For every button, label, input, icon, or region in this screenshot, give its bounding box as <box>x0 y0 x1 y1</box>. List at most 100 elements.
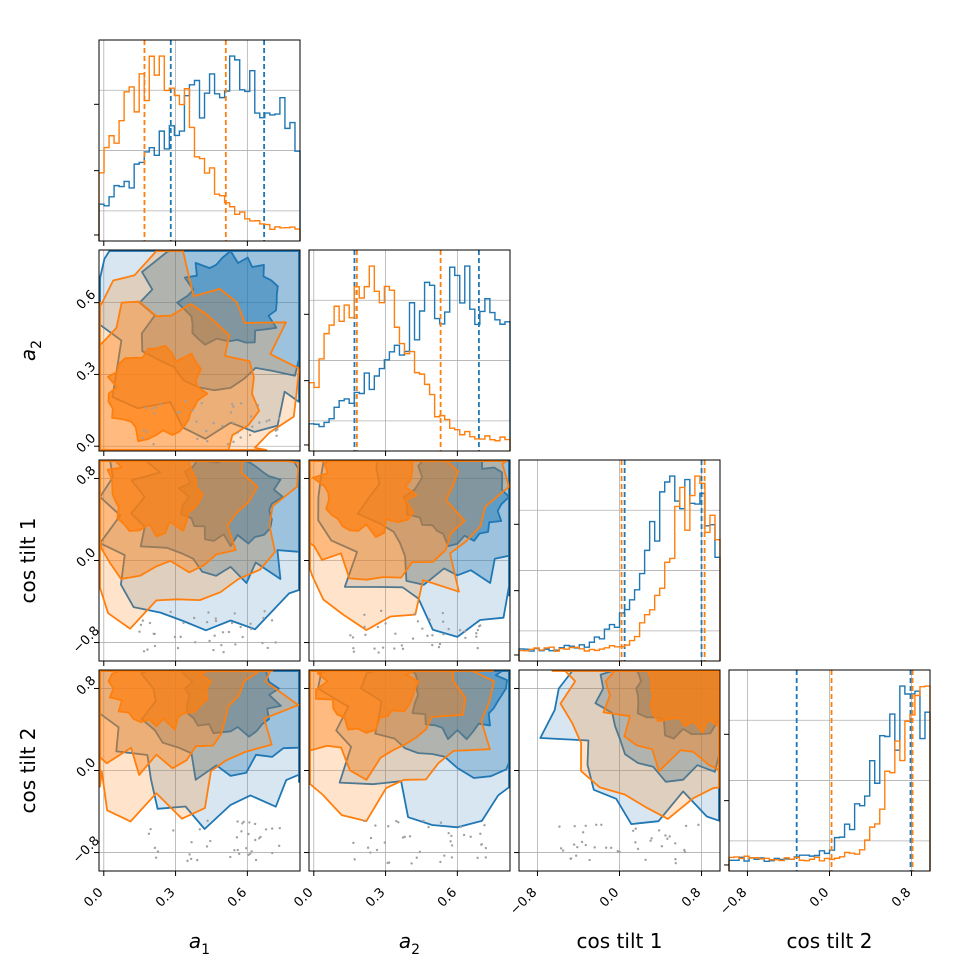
sample-point <box>205 429 208 433</box>
sample-point <box>214 617 217 620</box>
sample-point <box>574 854 578 857</box>
sample-point <box>668 835 671 838</box>
sample-point <box>196 437 199 441</box>
axis-label-text: a <box>16 349 40 361</box>
sample-point <box>381 646 385 649</box>
histogram-step-cos_tilt_1 <box>518 475 721 661</box>
sample-point <box>212 421 215 425</box>
sample-point <box>213 634 216 637</box>
sample-point <box>277 417 281 420</box>
sample-point <box>221 424 224 428</box>
sample-point <box>256 404 260 407</box>
sample-point <box>634 827 637 830</box>
sample-point <box>138 630 141 633</box>
sample-point <box>186 859 189 863</box>
sample-point <box>447 627 450 631</box>
sample-point <box>241 635 244 639</box>
panel-cos_tilt_1-vs-a1 <box>94 459 301 666</box>
sample-point <box>408 835 412 838</box>
sample-point <box>411 637 415 640</box>
sample-point <box>227 630 231 634</box>
axis-label-subscript: 2 <box>29 340 45 349</box>
sample-point <box>182 621 185 625</box>
sample-point <box>200 401 203 405</box>
sample-point <box>349 634 352 637</box>
sample-point <box>258 421 261 424</box>
sample-point <box>426 634 429 638</box>
sample-point <box>262 616 265 620</box>
sample-point <box>177 411 180 414</box>
sample-point <box>375 848 379 852</box>
x-tick-label: 0.8 <box>889 885 914 910</box>
axis-label-text: a <box>399 929 411 953</box>
sample-point <box>214 619 218 623</box>
histogram-step-a1 <box>98 55 301 241</box>
sample-point <box>666 837 669 840</box>
sample-point <box>229 411 233 414</box>
sample-point <box>142 650 146 653</box>
density-contour <box>311 460 418 538</box>
sample-point <box>261 641 264 645</box>
x-tick-label: 0.3 <box>363 885 388 910</box>
sample-point <box>249 622 252 626</box>
sample-point <box>421 627 424 630</box>
sample-point <box>697 823 700 827</box>
y-tick-label: 0.6 <box>74 288 99 313</box>
sample-point <box>258 837 261 840</box>
sample-point <box>447 831 450 835</box>
sample-point <box>683 850 687 854</box>
sample-point <box>437 645 441 649</box>
sample-point <box>173 635 177 639</box>
sample-point <box>394 632 397 635</box>
sample-point <box>150 407 154 410</box>
sample-point <box>387 825 390 828</box>
sample-point <box>198 828 202 831</box>
x-tick-label: −0.8 <box>717 885 750 918</box>
sample-point <box>248 821 251 824</box>
y-tick-label: 0.0 <box>74 545 99 570</box>
sample-point <box>442 633 445 636</box>
sample-point <box>249 627 253 631</box>
sample-point <box>277 844 281 848</box>
x-axis-label-cos_tilt_1: cos tilt 1 <box>577 929 663 953</box>
sample-point <box>196 858 199 862</box>
sample-point <box>362 819 366 823</box>
sample-point <box>369 851 372 854</box>
sample-point <box>374 824 377 827</box>
sample-point <box>268 418 271 422</box>
sample-point <box>479 832 482 835</box>
sample-point <box>595 823 598 826</box>
sample-point <box>476 646 479 650</box>
sample-point <box>634 841 637 844</box>
sample-point <box>276 428 279 431</box>
sample-point <box>254 838 257 842</box>
axis-label-text: cos tilt 2 <box>16 728 40 814</box>
sample-point <box>400 644 404 647</box>
sample-point <box>383 841 387 844</box>
sample-point <box>152 412 156 415</box>
panel-cos_tilt_2-vs-a2 <box>304 669 511 876</box>
sample-point <box>450 844 454 847</box>
sample-point <box>422 819 425 823</box>
sample-point <box>600 823 603 827</box>
x-tick-label: 0.0 <box>807 885 832 910</box>
sample-point <box>144 406 148 410</box>
sample-point <box>147 832 151 836</box>
histogram-step-a2 <box>308 265 511 451</box>
sample-point <box>674 858 677 861</box>
axis-label-text: cos tilt 1 <box>577 929 663 953</box>
sample-point <box>431 634 434 637</box>
sample-point <box>475 632 478 635</box>
sample-point <box>464 630 467 633</box>
sample-point <box>233 849 236 852</box>
sample-point <box>616 849 619 853</box>
sample-point <box>351 636 355 639</box>
sample-point <box>558 825 561 828</box>
histogram-step-cos_tilt_1 <box>518 475 721 661</box>
x-axis-label-a1: a1 <box>189 929 210 958</box>
sample-point <box>441 620 445 623</box>
sample-point <box>674 861 677 865</box>
sample-point <box>469 835 472 838</box>
sample-point <box>401 836 405 839</box>
sample-point <box>247 832 250 836</box>
